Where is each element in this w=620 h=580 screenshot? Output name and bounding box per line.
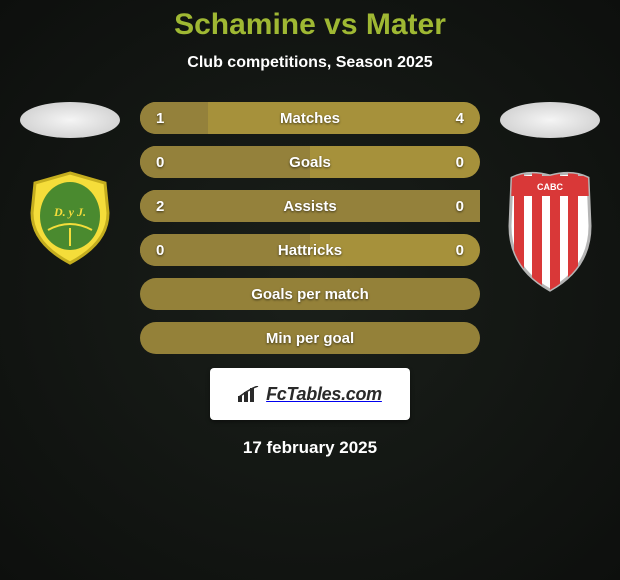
left-crest: D. y J. [20,168,120,273]
stat-right-value: 0 [456,242,464,259]
left-player-col: D. y J. [20,102,120,273]
stat-row-assists: 2 Assists 0 [140,190,480,222]
right-crest: CABC [500,168,600,301]
stat-label: Hattricks [140,242,480,259]
main-container: Schamine vs Mater Club competitions, Sea… [0,0,620,580]
svg-text:D. y J.: D. y J. [53,205,86,219]
avatar-placeholder-left [20,102,120,138]
stat-right-value: 4 [456,110,464,127]
stat-row-matches: 1 Matches 4 [140,102,480,134]
content-row: D. y J. 1 Matches 4 0 Goals 0 [0,102,620,354]
stat-row-goals: 0 Goals 0 [140,146,480,178]
stat-row-goals-per-match: Goals per match [140,278,480,310]
attribution-link[interactable]: FcTables.com [210,368,410,420]
stat-label: Goals [140,154,480,171]
stat-row-min-per-goal: Min per goal [140,322,480,354]
stat-label: Assists [140,198,480,215]
fctables-logo-icon [238,386,260,402]
page-subtitle: Club competitions, Season 2025 [187,54,432,72]
attribution-text: FcTables.com [266,384,382,405]
right-player-col: CABC [500,102,600,301]
stat-right-value: 0 [456,198,464,215]
stat-right-value: 0 [456,154,464,171]
stat-label: Min per goal [140,330,480,347]
page-title: Schamine vs Mater [174,8,446,42]
svg-text:CABC: CABC [537,182,563,192]
date-text: 17 february 2025 [243,438,377,458]
stat-label: Goals per match [140,286,480,303]
shield-icon: D. y J. [20,168,120,268]
stat-row-hattricks: 0 Hattricks 0 [140,234,480,266]
avatar-placeholder-right [500,102,600,138]
shield-icon: CABC [500,168,600,296]
stat-label: Matches [140,110,480,127]
stats-column: 1 Matches 4 0 Goals 0 2 Assists 0 0 Hatt… [140,102,480,354]
